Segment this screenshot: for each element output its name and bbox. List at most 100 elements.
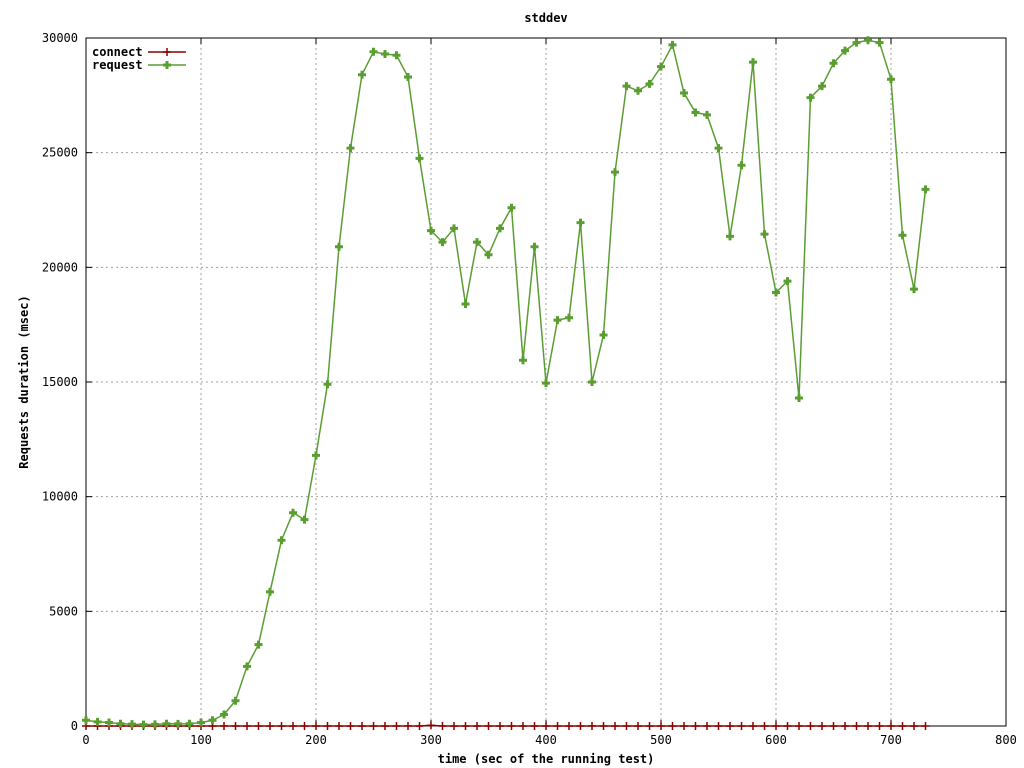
connect-point <box>473 722 481 730</box>
connect-point <box>749 722 757 730</box>
request-point <box>829 59 838 68</box>
connect-point <box>898 722 907 730</box>
connect-point <box>461 722 470 730</box>
request-point <box>415 154 424 163</box>
request-point <box>82 716 90 725</box>
request-point <box>691 108 700 117</box>
y-tick-label: 15000 <box>42 375 78 389</box>
connect-point <box>335 722 343 730</box>
request-point <box>450 224 458 233</box>
connect-point <box>427 721 435 730</box>
connect-point <box>818 722 826 730</box>
request-point <box>657 62 665 71</box>
request-point <box>220 710 228 719</box>
connect-point <box>921 722 930 730</box>
request-point <box>806 93 815 102</box>
request-point <box>783 277 792 286</box>
connect-point <box>392 722 401 730</box>
request-point <box>680 89 688 98</box>
request-point <box>910 285 918 294</box>
request-point <box>473 238 481 247</box>
request-point <box>163 61 171 69</box>
request-point <box>553 316 562 325</box>
connect-point <box>622 722 631 730</box>
request-point <box>116 719 125 728</box>
x-axis-title: time (sec of the running test) <box>438 752 655 766</box>
connect-point <box>795 722 803 730</box>
request-point <box>254 640 263 649</box>
connect-point <box>680 722 688 730</box>
connect-point <box>887 722 895 730</box>
connect-point <box>910 722 918 730</box>
request-point <box>427 226 435 235</box>
y-tick-label: 5000 <box>49 604 78 618</box>
request-point <box>461 300 470 309</box>
request-line <box>85 39 927 726</box>
request-point <box>438 238 447 247</box>
connect-point <box>231 722 240 730</box>
request-point <box>565 313 573 322</box>
request-point <box>611 168 619 177</box>
connect-point <box>312 722 320 730</box>
connect-point <box>737 722 746 730</box>
request-point <box>795 394 803 403</box>
connect-point <box>875 722 884 730</box>
x-tick-label: 600 <box>765 733 787 747</box>
request-point <box>841 46 849 55</box>
request-point <box>599 330 608 339</box>
connect-point <box>415 722 424 730</box>
request-point <box>93 717 102 726</box>
connect-point <box>599 722 608 730</box>
x-tick-label: 100 <box>190 733 212 747</box>
connect-point <box>634 722 642 730</box>
x-tick-label: 500 <box>650 733 672 747</box>
x-tick-label: 800 <box>995 733 1017 747</box>
request-point <box>864 36 872 45</box>
series-request <box>82 36 930 729</box>
request-point <box>404 72 412 81</box>
legend-label: connect <box>92 45 143 59</box>
request-point <box>887 75 895 84</box>
legend-item-request: request <box>92 58 186 72</box>
request-point <box>243 662 251 671</box>
connect-point <box>519 722 527 730</box>
connect-point <box>565 722 573 730</box>
connect-point <box>358 722 366 730</box>
connect-point <box>404 722 412 730</box>
request-point <box>369 47 378 56</box>
connect-point <box>576 722 585 730</box>
request-point <box>335 242 343 251</box>
connect-point <box>864 722 872 730</box>
connect-point <box>346 722 355 730</box>
connect-point <box>726 722 734 730</box>
request-point <box>139 720 148 729</box>
request-point <box>128 720 136 729</box>
request-point <box>162 719 171 728</box>
connect-point <box>289 722 297 730</box>
chart-title: stddev <box>524 11 567 25</box>
request-point <box>530 242 539 251</box>
series-layer <box>82 36 930 730</box>
connect-point <box>381 722 389 730</box>
request-point <box>507 203 516 212</box>
request-point <box>496 224 504 233</box>
y-tick-label: 20000 <box>42 260 78 274</box>
request-point <box>898 231 907 240</box>
connect-point <box>691 722 700 730</box>
request-point <box>392 51 401 60</box>
request-point <box>576 218 585 227</box>
request-point <box>921 185 930 194</box>
connect-point <box>611 722 619 730</box>
x-tick-label: 300 <box>420 733 442 747</box>
connect-point <box>163 48 171 56</box>
connect-point <box>496 722 504 730</box>
connect-point <box>703 722 711 730</box>
connect-point <box>783 722 792 730</box>
legend-label: request <box>92 58 143 72</box>
x-tick-label: 200 <box>305 733 327 747</box>
connect-point <box>323 722 332 730</box>
connect-point <box>553 722 562 730</box>
request-point <box>645 79 654 88</box>
request-point <box>588 378 596 386</box>
